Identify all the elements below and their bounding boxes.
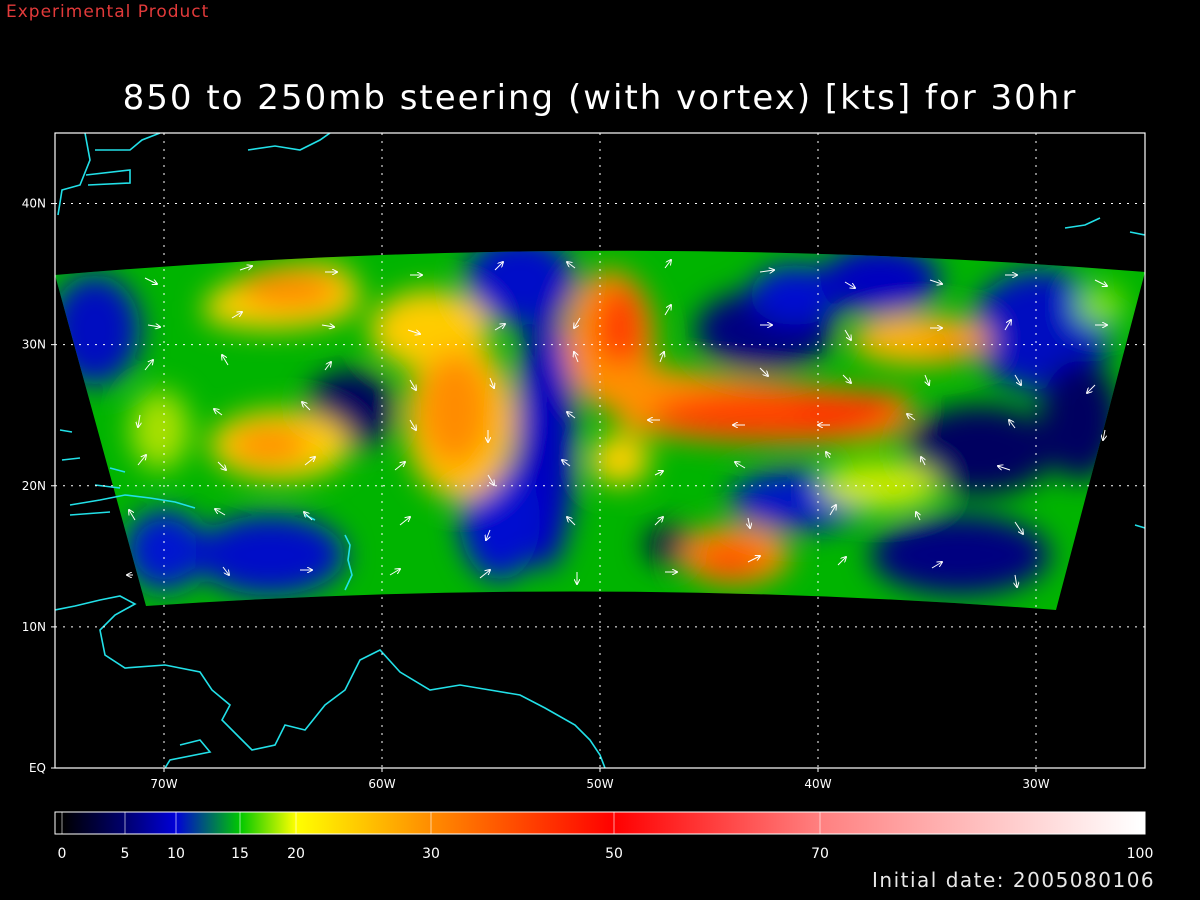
steering-arrow <box>321 325 334 327</box>
colorbar-label: 20 <box>287 846 305 862</box>
steering-arrow <box>1009 420 1016 429</box>
steering-arrow <box>217 461 226 470</box>
steering-arrow <box>567 517 576 526</box>
steering-arrow <box>567 412 576 419</box>
initial-date-label: Initial date: 2005080106 <box>872 868 1156 892</box>
steering-arrow <box>660 352 664 363</box>
longitude-labels: 70W 60W 50W 40W 30W <box>150 768 1050 791</box>
steering-arrow <box>837 557 846 566</box>
steering-arrow <box>324 362 331 371</box>
steering-arrow <box>302 402 311 411</box>
steering-arrow <box>1087 384 1096 393</box>
steering-arrow <box>144 277 157 284</box>
steering-arrow <box>222 355 229 366</box>
steering-arrow <box>654 517 663 526</box>
colorbar: 0 5 10 15 20 30 50 70 100 <box>54 811 1154 862</box>
steering-arrow <box>826 452 830 459</box>
steering-arrow <box>759 270 774 272</box>
steering-arrow <box>304 457 315 466</box>
map-title: 850 to 250mb steering (with vortex) [kts… <box>122 78 1078 118</box>
steering-arrow <box>842 374 851 383</box>
steering-arrow <box>487 474 494 485</box>
steering-field <box>55 250 1145 610</box>
steering-arrow <box>748 517 750 528</box>
steering-arrow <box>747 556 760 563</box>
steering-arrow <box>925 374 929 385</box>
lon-label: 70W <box>150 777 177 791</box>
colorbar-label: 50 <box>605 846 623 862</box>
steering-arrow <box>137 455 146 466</box>
steering-arrow <box>129 510 136 521</box>
coastlines <box>55 133 1145 768</box>
lat-label: 30N <box>22 338 46 352</box>
steering-arrow <box>147 325 160 327</box>
graticule <box>55 133 1145 768</box>
steering-arrow <box>654 471 663 475</box>
colorbar-label: 100 <box>1127 846 1154 862</box>
steering-arrow <box>929 279 942 284</box>
steering-arrow <box>409 419 416 430</box>
lon-label: 30W <box>1022 777 1049 791</box>
steering-arrow <box>215 509 226 516</box>
steering-arrow <box>144 360 153 371</box>
steering-arrow <box>844 281 855 288</box>
steering-arrow <box>759 367 768 376</box>
lat-label: 10N <box>22 620 46 634</box>
steering-arrow <box>1015 574 1017 587</box>
lat-label: EQ <box>29 761 46 775</box>
steering-arrow <box>494 324 505 331</box>
steering-arrow <box>214 409 223 416</box>
colorbar-label: 30 <box>422 846 440 862</box>
experimental-product-tag: Experimental Product <box>6 2 210 22</box>
steering-arrow <box>562 460 571 467</box>
steering-arrow <box>921 457 925 466</box>
lon-label: 50W <box>586 777 613 791</box>
steering-arrow <box>231 312 242 319</box>
steering-arrow <box>304 512 313 521</box>
steering-arrow <box>1014 374 1021 385</box>
lon-label: 60W <box>368 777 395 791</box>
steering-arrow <box>486 529 490 540</box>
steering-vectors <box>127 260 1107 587</box>
steering-arrow <box>239 266 252 271</box>
lat-label: 20N <box>22 479 46 493</box>
steering-arrow <box>844 329 851 340</box>
steering-arrow <box>664 260 671 269</box>
steering-arrow <box>1103 429 1105 440</box>
latitude-labels: 40N 30N 20N 10N EQ <box>22 197 55 775</box>
colorbar-label: 70 <box>811 846 829 862</box>
colorbar-label: 15 <box>231 846 249 862</box>
steering-arrow <box>479 570 490 579</box>
colorbar-label: 10 <box>167 846 185 862</box>
steering-arrow <box>931 562 942 569</box>
steering-arrow <box>907 414 916 421</box>
steering-arrow <box>494 262 503 271</box>
colorbar-label: 5 <box>121 846 130 862</box>
steering-arrow <box>138 414 140 427</box>
steering-arrow <box>998 466 1011 471</box>
steering-arrow <box>409 379 416 390</box>
steering-arrow <box>916 512 920 521</box>
steering-arrow <box>490 377 494 388</box>
steering-arrow <box>664 305 671 316</box>
steering-arrow <box>567 262 576 269</box>
lat-label: 40N <box>22 197 46 211</box>
steering-arrow <box>399 517 410 526</box>
steering-arrow <box>735 462 746 469</box>
steering-arrow <box>1014 521 1023 534</box>
steering-arrow <box>574 352 578 363</box>
steering-arrow <box>389 569 400 576</box>
steering-arrow <box>222 566 229 575</box>
steering-arrow <box>407 329 420 334</box>
colorbar-label: 0 <box>58 846 67 862</box>
steering-arrow <box>1004 320 1011 331</box>
steering-arrow <box>394 462 405 471</box>
steering-arrow <box>829 505 836 516</box>
steering-arrow <box>574 317 581 328</box>
lon-label: 40W <box>804 777 831 791</box>
steering-arrow <box>1094 279 1107 286</box>
